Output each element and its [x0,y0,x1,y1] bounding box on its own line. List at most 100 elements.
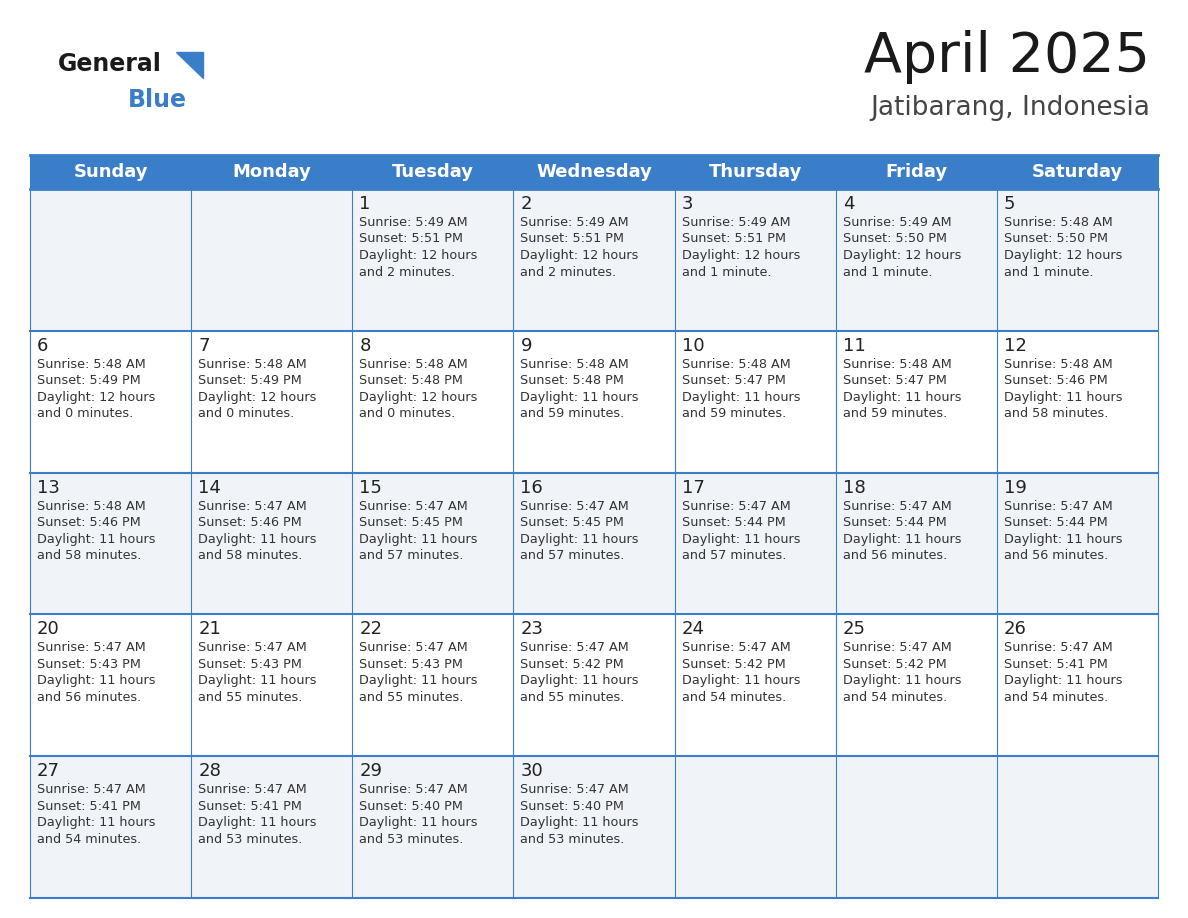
Text: Jatibarang, Indonesia: Jatibarang, Indonesia [870,95,1150,121]
Bar [997,330,1158,473]
Bar [30,155,191,189]
Bar [191,756,353,898]
Bar [513,155,675,189]
Text: 27: 27 [37,762,61,780]
Text: Sunset: 5:46 PM: Sunset: 5:46 PM [37,516,140,529]
Text: Tuesday: Tuesday [392,163,474,181]
Text: 13: 13 [37,478,59,497]
Text: and 53 minutes.: and 53 minutes. [520,833,625,845]
Text: Sunset: 5:48 PM: Sunset: 5:48 PM [359,375,463,387]
Text: Sunset: 5:46 PM: Sunset: 5:46 PM [198,516,302,529]
Bar [191,189,353,330]
Text: Sunrise: 5:47 AM: Sunrise: 5:47 AM [682,642,790,655]
Text: and 54 minutes.: and 54 minutes. [842,691,947,704]
Bar [191,330,353,473]
Text: 2: 2 [520,195,532,213]
Text: and 59 minutes.: and 59 minutes. [682,408,785,420]
Bar [513,614,675,756]
Text: Sunset: 5:40 PM: Sunset: 5:40 PM [359,800,463,812]
Text: and 0 minutes.: and 0 minutes. [198,408,295,420]
Text: Sunrise: 5:48 AM: Sunrise: 5:48 AM [1004,216,1113,229]
Text: Sunset: 5:50 PM: Sunset: 5:50 PM [842,232,947,245]
Text: and 0 minutes.: and 0 minutes. [37,408,133,420]
Text: Sunrise: 5:47 AM: Sunrise: 5:47 AM [198,783,307,796]
Text: 10: 10 [682,337,704,354]
Text: and 56 minutes.: and 56 minutes. [1004,549,1108,562]
Text: and 55 minutes.: and 55 minutes. [198,691,303,704]
Text: Daylight: 11 hours: Daylight: 11 hours [37,532,156,545]
Text: 20: 20 [37,621,59,638]
Text: 11: 11 [842,337,866,354]
Text: 22: 22 [359,621,383,638]
Bar [997,189,1158,330]
Text: and 0 minutes.: and 0 minutes. [359,408,455,420]
Text: 17: 17 [682,478,704,497]
Text: 29: 29 [359,762,383,780]
Text: Daylight: 11 hours: Daylight: 11 hours [520,816,639,829]
Text: 8: 8 [359,337,371,354]
Text: Saturday: Saturday [1032,163,1123,181]
Bar [675,189,835,330]
Text: and 2 minutes.: and 2 minutes. [520,265,617,278]
Text: 14: 14 [198,478,221,497]
Text: Daylight: 11 hours: Daylight: 11 hours [682,532,800,545]
Bar [513,473,675,614]
Text: Sunrise: 5:48 AM: Sunrise: 5:48 AM [359,358,468,371]
Text: Sunset: 5:41 PM: Sunset: 5:41 PM [198,800,302,812]
Bar [30,614,191,756]
Text: Sunrise: 5:47 AM: Sunrise: 5:47 AM [842,499,952,512]
Text: Sunset: 5:45 PM: Sunset: 5:45 PM [520,516,625,529]
Text: and 2 minutes.: and 2 minutes. [359,265,455,278]
Text: and 55 minutes.: and 55 minutes. [520,691,625,704]
Text: Sunrise: 5:47 AM: Sunrise: 5:47 AM [198,642,307,655]
Text: 30: 30 [520,762,543,780]
Bar [30,189,191,330]
Text: Daylight: 11 hours: Daylight: 11 hours [37,816,156,829]
Text: Daylight: 11 hours: Daylight: 11 hours [682,391,800,404]
Text: Blue: Blue [128,88,187,112]
Text: Daylight: 12 hours: Daylight: 12 hours [198,391,316,404]
Text: Daylight: 11 hours: Daylight: 11 hours [1004,532,1123,545]
Text: and 55 minutes.: and 55 minutes. [359,691,463,704]
Text: and 58 minutes.: and 58 minutes. [1004,408,1108,420]
Text: and 59 minutes.: and 59 minutes. [842,408,947,420]
Text: Daylight: 12 hours: Daylight: 12 hours [359,249,478,262]
Text: Daylight: 11 hours: Daylight: 11 hours [198,816,317,829]
Text: Sunrise: 5:47 AM: Sunrise: 5:47 AM [198,499,307,512]
Text: Sunset: 5:51 PM: Sunset: 5:51 PM [520,232,625,245]
Text: Sunset: 5:42 PM: Sunset: 5:42 PM [682,658,785,671]
Text: Sunrise: 5:47 AM: Sunrise: 5:47 AM [359,783,468,796]
Bar [835,330,997,473]
Text: Sunset: 5:49 PM: Sunset: 5:49 PM [198,375,302,387]
Text: Sunrise: 5:48 AM: Sunrise: 5:48 AM [37,499,146,512]
Text: Sunset: 5:43 PM: Sunset: 5:43 PM [198,658,302,671]
Text: Sunrise: 5:47 AM: Sunrise: 5:47 AM [37,642,146,655]
Text: Sunrise: 5:48 AM: Sunrise: 5:48 AM [842,358,952,371]
Text: 4: 4 [842,195,854,213]
Bar [353,473,513,614]
Text: Sunrise: 5:49 AM: Sunrise: 5:49 AM [520,216,630,229]
Text: 23: 23 [520,621,543,638]
Text: Sunrise: 5:47 AM: Sunrise: 5:47 AM [842,642,952,655]
Text: and 58 minutes.: and 58 minutes. [37,549,141,562]
Text: Sunrise: 5:47 AM: Sunrise: 5:47 AM [520,783,630,796]
Bar [997,473,1158,614]
Text: Daylight: 11 hours: Daylight: 11 hours [842,532,961,545]
Bar [353,756,513,898]
Bar [513,330,675,473]
Text: and 57 minutes.: and 57 minutes. [682,549,786,562]
Bar [835,189,997,330]
Text: Sunrise: 5:48 AM: Sunrise: 5:48 AM [1004,358,1113,371]
Text: and 59 minutes.: and 59 minutes. [520,408,625,420]
Text: Daylight: 11 hours: Daylight: 11 hours [1004,391,1123,404]
Text: Sunset: 5:41 PM: Sunset: 5:41 PM [37,800,141,812]
Text: Sunset: 5:45 PM: Sunset: 5:45 PM [359,516,463,529]
Bar [835,614,997,756]
Text: and 54 minutes.: and 54 minutes. [37,833,141,845]
Text: 16: 16 [520,478,543,497]
Text: Sunset: 5:43 PM: Sunset: 5:43 PM [37,658,141,671]
Bar [191,473,353,614]
Text: Daylight: 12 hours: Daylight: 12 hours [37,391,156,404]
Text: Sunset: 5:44 PM: Sunset: 5:44 PM [682,516,785,529]
Text: 25: 25 [842,621,866,638]
